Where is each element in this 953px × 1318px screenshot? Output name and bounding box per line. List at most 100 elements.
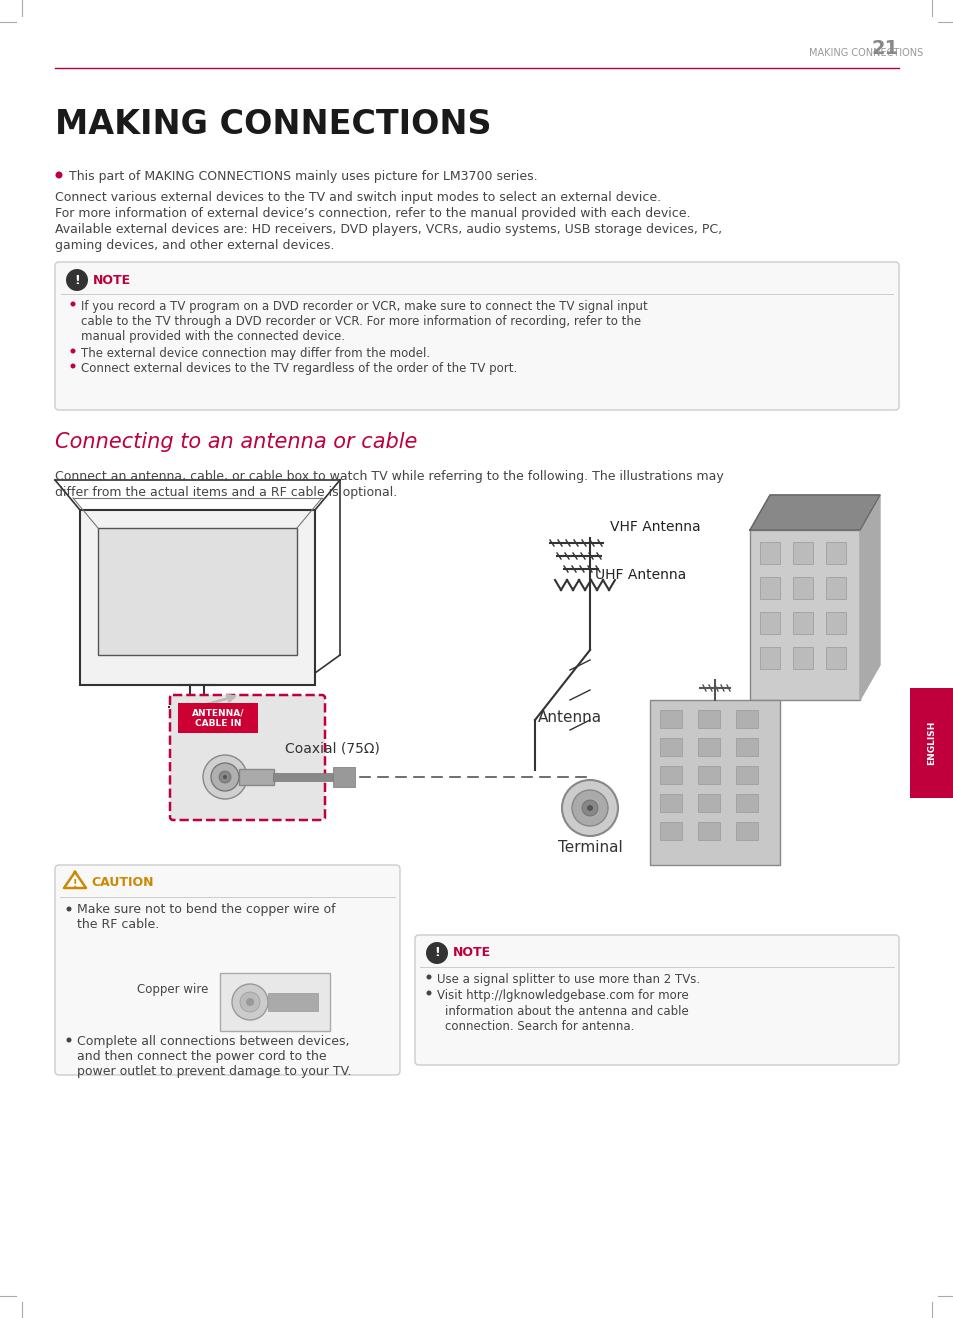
Text: gaming devices, and other external devices.: gaming devices, and other external devic… (55, 239, 334, 252)
Bar (760, 542, 780, 564)
Circle shape (426, 974, 431, 979)
Text: Terminal: Terminal (558, 840, 621, 855)
Bar (735, 766, 758, 784)
Bar (268, 992, 317, 1011)
Bar (735, 822, 758, 840)
Text: If you record a TV program on a DVD recorder or VCR, make sure to connect the TV: If you record a TV program on a DVD reco… (81, 301, 647, 312)
Bar (273, 772, 333, 782)
Text: !: ! (72, 879, 77, 890)
Text: Antenna: Antenna (537, 710, 601, 725)
Bar (735, 738, 758, 757)
Text: Complete all connections between devices,: Complete all connections between devices… (77, 1035, 349, 1048)
Text: Connect external devices to the TV regardless of the order of the TV port.: Connect external devices to the TV regar… (81, 362, 517, 376)
Text: Use a signal splitter to use more than 2 TVs.: Use a signal splitter to use more than 2… (436, 973, 700, 986)
Circle shape (71, 364, 75, 369)
Circle shape (426, 942, 448, 963)
FancyBboxPatch shape (55, 865, 399, 1075)
Text: CAUTION: CAUTION (91, 876, 153, 890)
Bar (792, 647, 812, 670)
Bar (792, 577, 812, 598)
Bar (659, 822, 681, 840)
Bar (659, 738, 681, 757)
Text: the RF cable.: the RF cable. (77, 919, 159, 931)
Circle shape (71, 302, 75, 307)
Text: 21: 21 (871, 40, 898, 58)
Text: ENGLISH: ENGLISH (926, 721, 936, 766)
Bar (735, 793, 758, 812)
Bar (698, 822, 720, 840)
Text: Make sure not to bend the copper wire of: Make sure not to bend the copper wire of (77, 903, 335, 916)
Circle shape (203, 755, 247, 799)
FancyBboxPatch shape (55, 262, 898, 410)
Text: UHF Antenna: UHF Antenna (595, 568, 685, 583)
Text: connection. Search for antenna.: connection. Search for antenna. (444, 1020, 634, 1033)
Text: and then connect the power cord to the: and then connect the power cord to the (77, 1050, 326, 1064)
Bar (333, 767, 355, 787)
Circle shape (211, 763, 239, 791)
Text: MAKING CONNECTIONS: MAKING CONNECTIONS (808, 47, 923, 58)
Text: The external device connection may differ from the model.: The external device connection may diffe… (81, 347, 430, 360)
Text: ANTENNA/
CABLE IN: ANTENNA/ CABLE IN (192, 708, 244, 728)
Polygon shape (749, 496, 879, 530)
Circle shape (55, 171, 63, 178)
Bar (659, 766, 681, 784)
Text: !: ! (74, 274, 80, 286)
Circle shape (223, 775, 227, 779)
Bar (80, 510, 314, 685)
Circle shape (246, 998, 253, 1006)
Circle shape (67, 1037, 71, 1043)
FancyBboxPatch shape (415, 934, 898, 1065)
Circle shape (232, 985, 268, 1020)
Bar (825, 542, 845, 564)
Circle shape (572, 789, 607, 826)
Bar (178, 702, 257, 733)
Bar (825, 612, 845, 634)
Bar (98, 529, 296, 655)
Bar (792, 542, 812, 564)
Bar (239, 768, 274, 786)
Bar (698, 766, 720, 784)
Bar (760, 577, 780, 598)
Circle shape (240, 992, 260, 1012)
Bar (698, 793, 720, 812)
Bar (760, 612, 780, 634)
Text: manual provided with the connected device.: manual provided with the connected devic… (81, 330, 345, 343)
Text: !: ! (434, 946, 439, 960)
Bar (825, 577, 845, 598)
Text: VHF Antenna: VHF Antenna (609, 521, 700, 534)
Circle shape (66, 269, 88, 291)
Bar (749, 530, 859, 700)
Circle shape (219, 771, 231, 783)
Text: Connecting to an antenna or cable: Connecting to an antenna or cable (55, 432, 417, 452)
Polygon shape (859, 496, 879, 700)
Bar (649, 700, 780, 865)
Circle shape (581, 800, 598, 816)
Text: information about the antenna and cable: information about the antenna and cable (444, 1006, 688, 1017)
Circle shape (586, 805, 593, 811)
Bar (735, 710, 758, 728)
Bar (909, 688, 953, 797)
Text: Connect various external devices to the TV and switch input modes to select an e: Connect various external devices to the … (55, 191, 660, 204)
Text: cable to the TV through a DVD recorder or VCR. For more information of recording: cable to the TV through a DVD recorder o… (81, 315, 640, 328)
Bar (825, 647, 845, 670)
Text: NOTE: NOTE (92, 274, 131, 286)
Text: Visit http://lgknowledgebase.com for more: Visit http://lgknowledgebase.com for mor… (436, 988, 688, 1002)
Circle shape (71, 348, 75, 353)
Bar (792, 612, 812, 634)
Bar (220, 973, 330, 1031)
Bar (760, 647, 780, 670)
Text: Available external devices are: HD receivers, DVD players, VCRs, audio systems, : Available external devices are: HD recei… (55, 223, 721, 236)
Text: This part of MAKING CONNECTIONS mainly uses picture for LM3700 series.: This part of MAKING CONNECTIONS mainly u… (69, 170, 537, 183)
Text: power outlet to prevent damage to your TV.: power outlet to prevent damage to your T… (77, 1065, 351, 1078)
Text: Copper wire: Copper wire (137, 983, 208, 996)
Bar (698, 738, 720, 757)
Circle shape (67, 907, 71, 912)
Bar (659, 793, 681, 812)
Text: NOTE: NOTE (453, 946, 491, 960)
Bar (698, 710, 720, 728)
Text: Connect an antenna, cable, or cable box to watch TV while referring to the follo: Connect an antenna, cable, or cable box … (55, 471, 723, 482)
Circle shape (426, 991, 431, 995)
FancyBboxPatch shape (170, 695, 325, 820)
Circle shape (561, 780, 618, 836)
Text: Coaxial (75Ω): Coaxial (75Ω) (285, 741, 379, 755)
